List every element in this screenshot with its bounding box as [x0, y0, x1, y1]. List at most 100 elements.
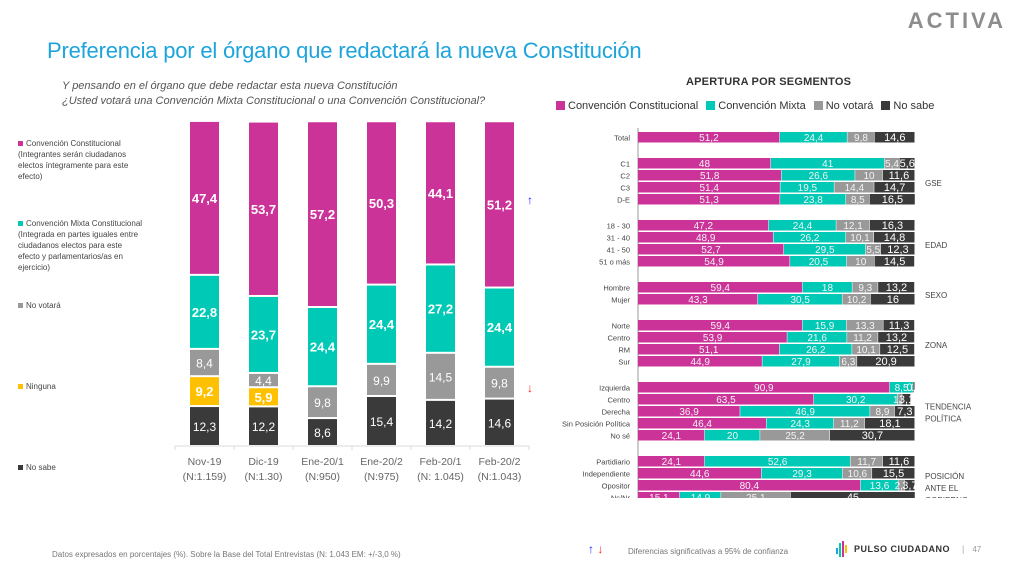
bar-segment-no-sabe	[829, 430, 915, 441]
bar-segment-no-votara	[865, 244, 881, 255]
bar-value-label: 10,1	[850, 233, 870, 244]
legend-text: No votará	[825, 100, 874, 112]
legend-swatch	[18, 221, 23, 227]
x-tick-sublabel: (N:1.159)	[183, 471, 227, 483]
bar-segment-convencion-mixta	[860, 480, 898, 491]
bar-segment-no-votara	[367, 364, 396, 395]
bar-segment-convencion-mixta	[780, 194, 846, 205]
bar-segment-no-votara	[897, 394, 902, 405]
bar-segment-no-sabe	[874, 232, 915, 243]
bar-segment-convencion-mixta	[757, 294, 842, 305]
bar-value-label: 44,9	[690, 357, 710, 368]
bar-segment-convencion-constitucional	[638, 394, 814, 405]
bar-value-label: 24,1	[662, 431, 682, 442]
bar-value-label: 24,1	[662, 457, 682, 468]
legend-text: efecto)	[18, 172, 43, 181]
bar-segment-no-sabe	[874, 182, 915, 193]
bar-segment-convencion-mixta	[889, 382, 913, 393]
legend-text: Convención Constitucional	[26, 139, 121, 148]
bar-value-label: 21,6	[807, 333, 827, 344]
bar-value-label: 10,2	[847, 295, 867, 306]
bar-segment-no-sabe	[485, 399, 514, 445]
bar-segment-convencion-constitucional	[638, 132, 780, 143]
row-label: RM	[618, 346, 630, 355]
group-label: SEXO	[925, 291, 947, 300]
bar-segment-convencion-constitucional	[426, 122, 455, 264]
bar-segment-no-votara	[834, 182, 874, 193]
bar-value-label: 14,6	[488, 416, 512, 430]
bar-segment-no-sabe	[894, 406, 915, 417]
bar-segment-no-votara	[426, 353, 455, 399]
bar-value-label: 18,1	[879, 418, 900, 430]
bar-segment-no-sabe	[249, 407, 278, 445]
bar-segment-no-sabe	[790, 492, 915, 498]
bar-segment-no-votara	[870, 406, 895, 417]
bar-value-label: 27,2	[428, 302, 453, 317]
bar-value-label: 22,8	[192, 305, 217, 320]
bar-value-label: 57,2	[310, 207, 335, 222]
bar-value-label: 51,4	[699, 183, 719, 194]
bar-value-label: 29,5	[815, 245, 835, 256]
legend-swatch	[18, 303, 23, 309]
bar-segment-convencion-constitucional	[638, 382, 890, 393]
bar-segment-ninguna	[249, 388, 278, 406]
bar-value-label: 24,3	[790, 419, 810, 430]
row-label: No sé	[610, 432, 630, 441]
significance-arrows: ↑ ↓	[588, 542, 603, 556]
bar-segment-no-sabe	[190, 407, 219, 445]
bar-segment-convencion-mixta	[766, 418, 834, 429]
bar-segment-convencion-constitucional	[638, 332, 787, 343]
question-line-1: Y pensando en el órgano que debe redacta…	[62, 80, 398, 92]
legend-text: Convención Constitucional	[568, 100, 699, 112]
segments-legend-item: Convención Mixta	[706, 100, 806, 112]
bar-segment-no-votara	[842, 294, 871, 305]
row-label: Partidiario	[596, 458, 630, 467]
bar-value-label: 10,6	[848, 469, 868, 480]
legend-swatch	[556, 101, 565, 110]
bar-segment-no-sabe	[869, 220, 915, 231]
bar-value-label: 59,4	[711, 283, 731, 294]
bar-value-label: 90,9	[754, 383, 774, 394]
bar-segment-no-votara	[850, 456, 883, 467]
group-label: GOBIERNO	[925, 496, 968, 498]
bar-segment-no-sabe	[882, 456, 915, 467]
legend-text: No sabe	[893, 100, 935, 112]
x-tick-label: Feb-20/1	[419, 456, 461, 468]
legend-text: Ninguna	[26, 382, 56, 391]
bar-value-label: 44,1	[428, 186, 453, 201]
segments-legend-item: No sabe	[881, 100, 934, 112]
legend-swatch	[881, 101, 891, 110]
bar-segment-no-sabe	[880, 344, 915, 355]
x-tick-label: Ene-20/2	[360, 456, 403, 468]
bar-segment-convencion-mixta	[773, 232, 846, 243]
bar-segment-no-votara	[833, 418, 865, 429]
bar-segment-convencion-constitucional	[638, 320, 803, 331]
bar-value-label: 8,6	[314, 426, 331, 440]
x-tick-sublabel: (N:975)	[364, 471, 399, 483]
bar-segment-convencion-constitucional	[638, 406, 740, 417]
pulso-ciudadano-brand: PULSO CIUDADANO | 47	[836, 541, 981, 557]
bar-segment-convencion-constitucional	[638, 244, 784, 255]
bar-segment-no-sabe	[308, 419, 337, 445]
bar-value-label: 9,8	[854, 133, 868, 144]
bar-segment-convencion-constitucional	[638, 294, 758, 305]
bar-value-label: 14,7	[884, 182, 905, 194]
bar-value-label: 13,2	[886, 332, 907, 344]
bar-segment-convencion-mixta	[740, 406, 870, 417]
page-number: 47	[972, 544, 982, 554]
group-label: POLÍTICA	[925, 415, 962, 424]
row-label: D-E	[617, 196, 630, 205]
group-label: GSE	[925, 179, 942, 188]
bar-value-label: 80,4	[740, 481, 760, 492]
bar-segment-convencion-mixta	[813, 394, 898, 405]
bar-segment-no-votara	[855, 170, 883, 181]
bar-segment-no-votara	[847, 332, 878, 343]
bar-value-label: 8,4	[196, 357, 213, 371]
bar-segment-convencion-mixta	[367, 285, 396, 363]
bar-segment-convencion-constitucional	[638, 418, 767, 429]
question-line-2: ¿Usted votará una Convención Mixta Const…	[62, 95, 486, 107]
bar-value-label: 48,9	[696, 233, 716, 244]
bar-value-label: 30,2	[846, 395, 866, 406]
bar-segment-no-votara	[852, 282, 878, 293]
group-label: TENDENCIA	[925, 403, 972, 412]
